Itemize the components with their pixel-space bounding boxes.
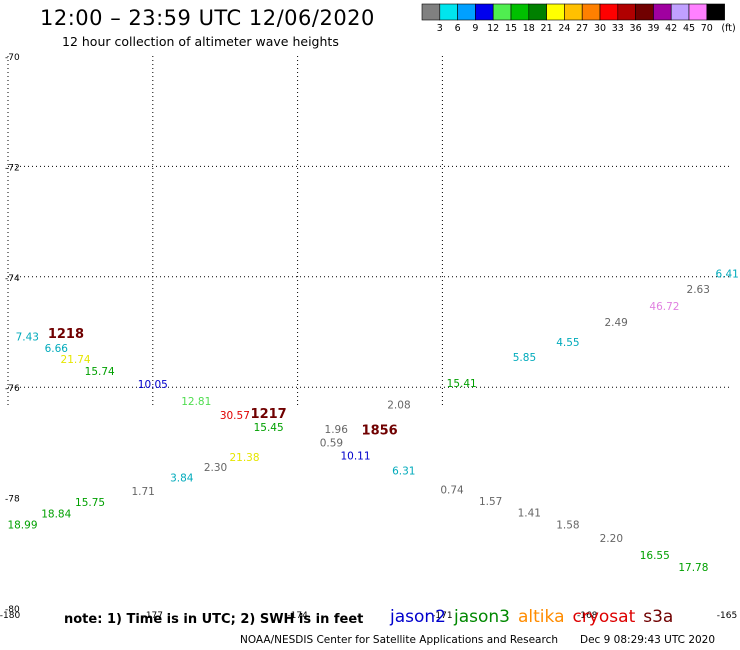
colorbar-label: 15 xyxy=(505,23,517,34)
x-tick-label: -171 xyxy=(432,611,452,621)
colorbar-label: 45 xyxy=(683,23,695,34)
y-tick-label: -78 xyxy=(5,495,20,505)
pass-time-label: 1856 xyxy=(362,423,398,438)
x-tick-label: -180 xyxy=(0,611,20,621)
colorbar-label: 42 xyxy=(665,23,677,34)
wave-height-label: 0.59 xyxy=(320,437,343,449)
wave-height-label: 1.57 xyxy=(479,496,502,508)
x-tick-label: -174 xyxy=(287,611,308,621)
colorbar-swatch xyxy=(546,3,565,21)
colorbar-swatch xyxy=(635,3,654,21)
y-tick-label: -70 xyxy=(5,53,20,63)
colorbar: 3 6 9 12 15 18 21 24 27 30 33 36 39 42 45 70 (ft) xyxy=(421,3,736,34)
wave-height-label: 2.30 xyxy=(204,462,227,474)
wave-height-label: 3.84 xyxy=(170,473,194,485)
wave-height-label: 15.75 xyxy=(75,497,105,509)
colorbar-swatch xyxy=(670,3,690,21)
colorbar-swatch xyxy=(439,3,458,21)
colorbar-label: 12 xyxy=(487,23,499,34)
colorbar-swatch xyxy=(510,3,530,21)
wave-height-label: 10.05 xyxy=(138,379,168,391)
legend-jason2: jason2 xyxy=(390,607,446,627)
wave-height-label: 17.78 xyxy=(678,562,708,574)
colorbar-label: 3 xyxy=(437,23,443,34)
colorbar-swatch xyxy=(421,3,441,21)
wave-height-label: 15.45 xyxy=(254,422,284,434)
colorbar-swatch xyxy=(457,3,476,21)
colorbar-label: 18 xyxy=(523,23,535,34)
wave-height-label: 2.49 xyxy=(604,317,627,329)
wave-height-label: 6.66 xyxy=(45,343,69,355)
y-tick-label: -76 xyxy=(5,384,20,394)
x-tick-label: -165 xyxy=(717,611,737,621)
colorbar-swatch xyxy=(617,3,636,21)
colorbar-label: 36 xyxy=(630,23,642,34)
wave-height-label: 12.81 xyxy=(181,396,211,408)
colorbar-swatch xyxy=(528,3,547,21)
colorbar-swatch xyxy=(564,3,583,21)
wave-height-label: 2.08 xyxy=(387,399,410,411)
wave-height-label: 0.74 xyxy=(440,484,464,496)
wave-height-label: 1.58 xyxy=(556,520,579,532)
wave-height-label: 15.74 xyxy=(85,366,115,378)
colorbar-swatch xyxy=(492,3,512,21)
colorbar-swatch xyxy=(581,3,601,21)
wave-height-label: 6.31 xyxy=(392,466,415,478)
wave-height-label: 10.11 xyxy=(340,451,370,463)
wave-height-label: 7.43 xyxy=(16,331,39,343)
colorbar-swatch xyxy=(653,3,672,21)
wave-height-label: 18.84 xyxy=(41,509,71,521)
wave-height-label: 1.41 xyxy=(518,508,541,520)
colorbar-label: 33 xyxy=(612,23,624,34)
colorbar-label: 30 xyxy=(594,23,606,34)
legend-s3a: s3a xyxy=(643,607,674,627)
colorbar-label: 27 xyxy=(576,23,588,34)
legend-cryosat: cryosat xyxy=(572,607,636,627)
chart-title: 12:00 – 23:59 UTC 12/06/2020 xyxy=(40,6,375,30)
wave-height-label: 18.99 xyxy=(7,520,37,532)
generation-timestamp: Dec 9 08:29:43 UTC 2020 xyxy=(580,634,716,646)
y-tick-label: -74 xyxy=(5,274,20,284)
colorbar-label: 9 xyxy=(472,23,478,34)
x-tick-label: -168 xyxy=(577,611,598,621)
colorbar-swatch xyxy=(706,3,725,21)
colorbar-label: 24 xyxy=(558,23,570,34)
legend-altika: altika xyxy=(518,607,565,627)
colorbar-label: 21 xyxy=(541,23,553,34)
wave-height-label: 15.41 xyxy=(447,378,477,390)
satellite-legend: jason2 jason3 altika cryosat s3a xyxy=(390,607,681,627)
wave-height-label: 2.20 xyxy=(600,533,623,545)
y-tick-label: -80 xyxy=(5,605,20,615)
credit-line: NOAA/NESDIS Center for Satellite Applica… xyxy=(240,634,558,646)
colorbar-swatch xyxy=(475,3,494,21)
pass-time-label: 1218 xyxy=(48,327,84,342)
pass-time-label: 1217 xyxy=(251,407,287,422)
axes: -70 -72 -74 -76 -78 -80-180 -177 -174 -171 -168 -1… xyxy=(0,53,737,621)
colorbar-label: (ft) xyxy=(721,23,735,34)
wave-height-label: 1.96 xyxy=(325,424,349,436)
colorbar-label: 39 xyxy=(647,23,659,34)
colorbar-swatch xyxy=(688,3,708,21)
wave-height-label: 4.55 xyxy=(556,337,579,349)
chart-subtitle: 12 hour collection of altimeter wave hei… xyxy=(62,34,339,49)
colorbar-label: 6 xyxy=(455,23,461,34)
wave-height-label: 46.72 xyxy=(649,301,679,313)
wave-height-label: 2.63 xyxy=(687,284,710,296)
wave-height-label: 21.38 xyxy=(229,452,259,464)
colorbar-label: 70 xyxy=(701,23,713,34)
wave-height-label: 21.74 xyxy=(61,354,91,366)
wave-height-label: 1.71 xyxy=(131,486,154,498)
grid xyxy=(7,56,732,405)
footer-note: note: 1) Time is in UTC; 2) SWH is in fe… xyxy=(64,612,364,627)
x-tick-label: -177 xyxy=(143,611,163,621)
wave-height-label: 6.41 xyxy=(715,268,738,280)
wave-height-label: 30.57 xyxy=(220,410,250,422)
wave-height-label: 16.55 xyxy=(640,550,670,562)
wave-height-label: 5.85 xyxy=(513,352,536,364)
colorbar-swatch xyxy=(599,3,619,21)
y-tick-label: -72 xyxy=(5,163,20,173)
legend-jason3: jason3 xyxy=(454,607,510,627)
